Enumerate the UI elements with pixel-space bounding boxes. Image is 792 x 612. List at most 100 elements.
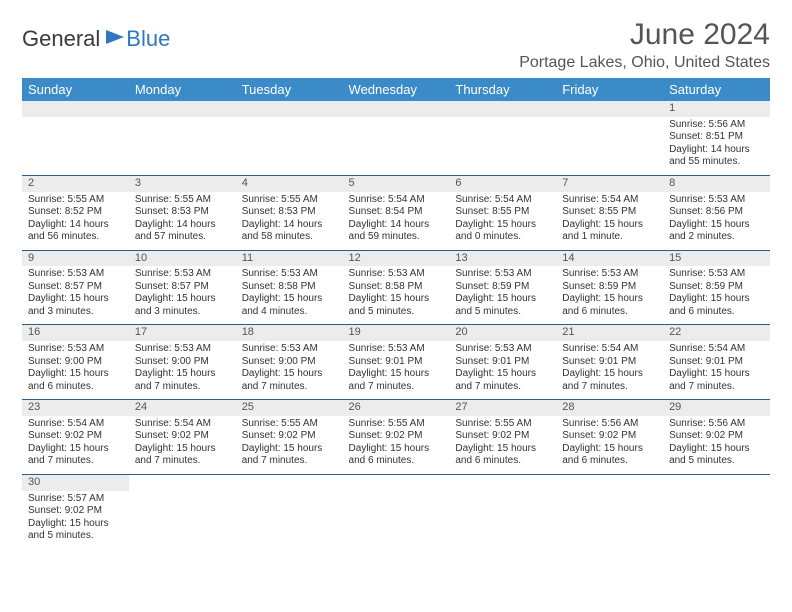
daynum-row: 9101112131415 bbox=[22, 250, 770, 266]
sunset: Sunset: 9:01 PM bbox=[669, 356, 764, 369]
day-number: 9 bbox=[22, 250, 129, 266]
day-number: 24 bbox=[129, 400, 236, 416]
weekday-header: Friday bbox=[556, 78, 663, 101]
sunset: Sunset: 9:01 PM bbox=[562, 356, 657, 369]
daylight: Daylight: 15 hours and 7 minutes. bbox=[242, 368, 337, 393]
sunset: Sunset: 9:02 PM bbox=[562, 430, 657, 443]
day-number: 21 bbox=[556, 325, 663, 341]
day-number bbox=[663, 474, 770, 490]
day-info bbox=[129, 491, 236, 549]
day-number: 10 bbox=[129, 250, 236, 266]
daylight: Daylight: 14 hours and 56 minutes. bbox=[28, 219, 123, 244]
day-info: Sunrise: 5:55 AMSunset: 9:02 PMDaylight:… bbox=[343, 416, 450, 475]
daylight: Daylight: 14 hours and 57 minutes. bbox=[135, 219, 230, 244]
logo-text-1: General bbox=[22, 26, 100, 52]
day-number bbox=[449, 101, 556, 117]
sunrise: Sunrise: 5:55 AM bbox=[242, 194, 337, 207]
sunrise: Sunrise: 5:56 AM bbox=[562, 418, 657, 431]
sunset: Sunset: 9:02 PM bbox=[455, 430, 550, 443]
sunset: Sunset: 9:02 PM bbox=[349, 430, 444, 443]
daylight: Daylight: 15 hours and 7 minutes. bbox=[349, 368, 444, 393]
sunrise: Sunrise: 5:54 AM bbox=[349, 194, 444, 207]
day-info bbox=[449, 491, 556, 549]
day-info: Sunrise: 5:56 AMSunset: 9:02 PMDaylight:… bbox=[556, 416, 663, 475]
daylight: Daylight: 15 hours and 5 minutes. bbox=[28, 518, 123, 543]
day-info: Sunrise: 5:57 AMSunset: 9:02 PMDaylight:… bbox=[22, 491, 129, 549]
daylight: Daylight: 15 hours and 0 minutes. bbox=[455, 219, 550, 244]
sunset: Sunset: 8:59 PM bbox=[455, 281, 550, 294]
day-number: 27 bbox=[449, 400, 556, 416]
day-number bbox=[556, 474, 663, 490]
day-info: Sunrise: 5:56 AMSunset: 9:02 PMDaylight:… bbox=[663, 416, 770, 475]
day-info: Sunrise: 5:53 AMSunset: 9:00 PMDaylight:… bbox=[129, 341, 236, 400]
weekday-header-row: Sunday Monday Tuesday Wednesday Thursday… bbox=[22, 78, 770, 101]
sunset: Sunset: 9:00 PM bbox=[242, 356, 337, 369]
daylight: Daylight: 15 hours and 6 minutes. bbox=[562, 293, 657, 318]
sunset: Sunset: 9:00 PM bbox=[28, 356, 123, 369]
logo-text-2: Blue bbox=[126, 26, 170, 52]
day-number: 8 bbox=[663, 175, 770, 191]
daylight: Daylight: 15 hours and 5 minutes. bbox=[669, 443, 764, 468]
sunset: Sunset: 9:02 PM bbox=[135, 430, 230, 443]
weekday-header: Wednesday bbox=[343, 78, 450, 101]
daylight: Daylight: 15 hours and 6 minutes. bbox=[562, 443, 657, 468]
day-info: Sunrise: 5:53 AMSunset: 8:58 PMDaylight:… bbox=[236, 266, 343, 325]
day-number: 29 bbox=[663, 400, 770, 416]
weekday-header: Saturday bbox=[663, 78, 770, 101]
sunset: Sunset: 8:52 PM bbox=[28, 206, 123, 219]
sunset: Sunset: 8:57 PM bbox=[28, 281, 123, 294]
info-row: Sunrise: 5:53 AMSunset: 9:00 PMDaylight:… bbox=[22, 341, 770, 400]
day-number: 16 bbox=[22, 325, 129, 341]
day-info: Sunrise: 5:53 AMSunset: 9:01 PMDaylight:… bbox=[449, 341, 556, 400]
sunset: Sunset: 8:58 PM bbox=[349, 281, 444, 294]
daylight: Daylight: 15 hours and 6 minutes. bbox=[455, 443, 550, 468]
day-number: 7 bbox=[556, 175, 663, 191]
flag-icon bbox=[104, 28, 126, 51]
day-number bbox=[22, 101, 129, 117]
day-info bbox=[663, 491, 770, 549]
day-info: Sunrise: 5:53 AMSunset: 8:56 PMDaylight:… bbox=[663, 192, 770, 251]
sunrise: Sunrise: 5:53 AM bbox=[455, 343, 550, 356]
daylight: Daylight: 15 hours and 2 minutes. bbox=[669, 219, 764, 244]
day-number: 18 bbox=[236, 325, 343, 341]
day-number: 15 bbox=[663, 250, 770, 266]
day-info: Sunrise: 5:53 AMSunset: 8:59 PMDaylight:… bbox=[449, 266, 556, 325]
daylight: Daylight: 15 hours and 7 minutes. bbox=[669, 368, 764, 393]
day-info: Sunrise: 5:53 AMSunset: 8:58 PMDaylight:… bbox=[343, 266, 450, 325]
sunset: Sunset: 8:55 PM bbox=[455, 206, 550, 219]
day-info bbox=[236, 491, 343, 549]
day-info: Sunrise: 5:54 AMSunset: 8:54 PMDaylight:… bbox=[343, 192, 450, 251]
day-number: 25 bbox=[236, 400, 343, 416]
daylight: Daylight: 14 hours and 58 minutes. bbox=[242, 219, 337, 244]
daylight: Daylight: 15 hours and 6 minutes. bbox=[28, 368, 123, 393]
sunset: Sunset: 9:02 PM bbox=[669, 430, 764, 443]
sunrise: Sunrise: 5:56 AM bbox=[669, 119, 764, 132]
day-info: Sunrise: 5:55 AMSunset: 8:53 PMDaylight:… bbox=[236, 192, 343, 251]
sunrise: Sunrise: 5:54 AM bbox=[455, 194, 550, 207]
daylight: Daylight: 14 hours and 55 minutes. bbox=[669, 144, 764, 169]
day-number: 23 bbox=[22, 400, 129, 416]
sunrise: Sunrise: 5:55 AM bbox=[349, 418, 444, 431]
sunrise: Sunrise: 5:53 AM bbox=[135, 268, 230, 281]
day-info: Sunrise: 5:54 AMSunset: 9:02 PMDaylight:… bbox=[129, 416, 236, 475]
day-number: 20 bbox=[449, 325, 556, 341]
day-number: 12 bbox=[343, 250, 450, 266]
day-info: Sunrise: 5:54 AMSunset: 8:55 PMDaylight:… bbox=[449, 192, 556, 251]
day-info: Sunrise: 5:55 AMSunset: 9:02 PMDaylight:… bbox=[236, 416, 343, 475]
info-row: Sunrise: 5:55 AMSunset: 8:52 PMDaylight:… bbox=[22, 192, 770, 251]
sunset: Sunset: 8:57 PM bbox=[135, 281, 230, 294]
sunrise: Sunrise: 5:54 AM bbox=[135, 418, 230, 431]
sunrise: Sunrise: 5:53 AM bbox=[349, 343, 444, 356]
sunrise: Sunrise: 5:53 AM bbox=[28, 343, 123, 356]
daylight: Daylight: 15 hours and 7 minutes. bbox=[135, 368, 230, 393]
daylight: Daylight: 15 hours and 3 minutes. bbox=[28, 293, 123, 318]
day-number: 1 bbox=[663, 101, 770, 117]
day-number bbox=[129, 474, 236, 490]
day-info: Sunrise: 5:56 AMSunset: 8:51 PMDaylight:… bbox=[663, 117, 770, 176]
sunrise: Sunrise: 5:53 AM bbox=[135, 343, 230, 356]
day-number bbox=[343, 101, 450, 117]
daynum-row: 16171819202122 bbox=[22, 325, 770, 341]
info-row: Sunrise: 5:54 AMSunset: 9:02 PMDaylight:… bbox=[22, 416, 770, 475]
day-number: 19 bbox=[343, 325, 450, 341]
day-number bbox=[343, 474, 450, 490]
